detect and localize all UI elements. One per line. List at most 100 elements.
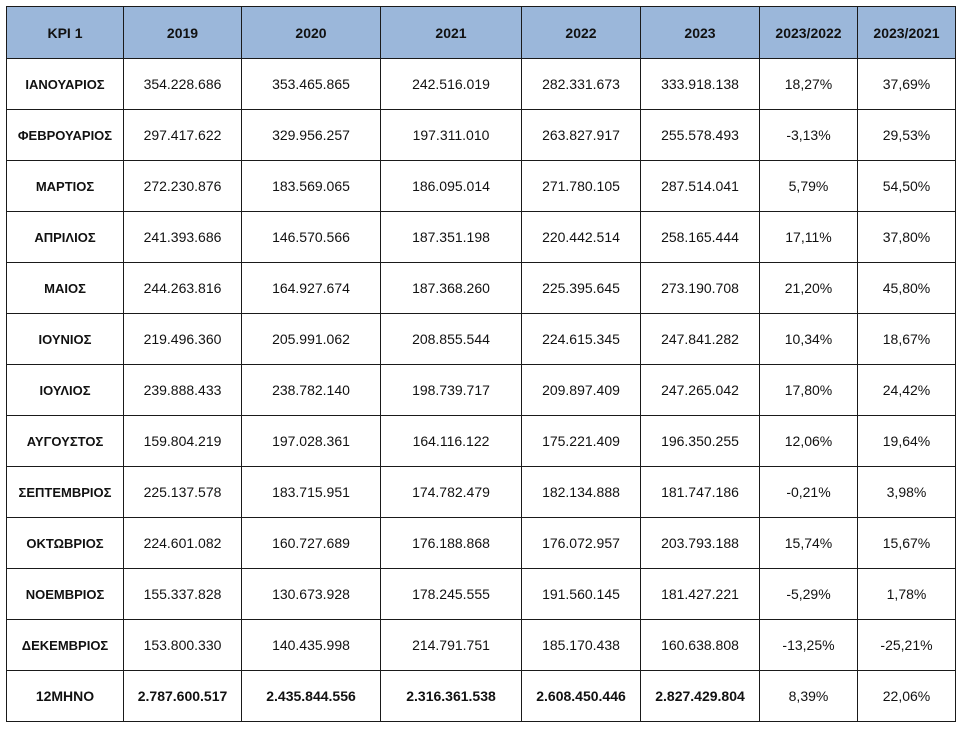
value-2022: 185.170.438 (521, 619, 641, 671)
table-row: ΔΕΚΕΜΒΡΙΟΣ 153.800.330 140.435.998 214.791.… (6, 619, 956, 671)
table-row: ΑΠΡΙΛΙΟΣ 241.393.686 146.570.566 187.351.19… (6, 211, 956, 263)
month-label: ΜΑΡΤΙΟΣ (6, 160, 124, 212)
change-2023-2021: 15,67% (857, 517, 956, 569)
total-row: 12ΜΗΝΟ 2.787.600.517 2.435.844.556 2.316.36… (6, 670, 956, 722)
change-2023-2022: 17,11% (759, 211, 858, 263)
total-label: 12ΜΗΝΟ (6, 670, 124, 722)
header-2023-2022: 2023/2022 (759, 6, 858, 59)
value-2022: 209.897.409 (521, 364, 641, 416)
value-2023: 273.190.708 (640, 262, 760, 314)
total-2020: 2.435.844.556 (241, 670, 381, 722)
value-2019: 244.263.816 (123, 262, 242, 314)
value-2023: 255.578.493 (640, 109, 760, 161)
value-2021: 187.351.198 (380, 211, 522, 263)
value-2020: 130.673.928 (241, 568, 381, 620)
change-2023-2021: 37,69% (857, 58, 956, 110)
value-2021: 214.791.751 (380, 619, 522, 671)
value-2019: 153.800.330 (123, 619, 242, 671)
kpi-table: KPI 1 2019 2020 2021 2022 2023 2023/2022 2023/2… (6, 6, 956, 722)
value-2021: 178.245.555 (380, 568, 522, 620)
value-2023: 203.793.188 (640, 517, 760, 569)
total-2022: 2.608.450.446 (521, 670, 641, 722)
total-2021: 2.316.361.538 (380, 670, 522, 722)
value-2020: 197.028.361 (241, 415, 381, 467)
value-2023: 181.427.221 (640, 568, 760, 620)
value-2023: 196.350.255 (640, 415, 760, 467)
table-row: ΙΟΥΝΙΟΣ 219.496.360 205.991.062 208.855.544… (6, 313, 956, 365)
change-2023-2022: -0,21% (759, 466, 858, 518)
total-2019: 2.787.600.517 (123, 670, 242, 722)
value-2020: 205.991.062 (241, 313, 381, 365)
table-row: ΟΚΤΩΒΡΙΟΣ 224.601.082 160.727.689 176.188.8… (6, 517, 956, 569)
table-row: ΑΥΓΟΥΣΤΟΣ 159.804.219 197.028.361 164.116.1… (6, 415, 956, 467)
change-2023-2022: -3,13% (759, 109, 858, 161)
table-row: ΦΕΒΡΟΥΑΡΙΟΣ 297.417.622 329.956.257 197.311… (6, 109, 956, 161)
value-2023: 247.265.042 (640, 364, 760, 416)
change-2023-2021: 29,53% (857, 109, 956, 161)
change-2023-2021: 18,67% (857, 313, 956, 365)
table-row: ΙΟΥΛΙΟΣ 239.888.433 238.782.140 198.739.717… (6, 364, 956, 416)
header-2020: 2020 (241, 6, 381, 59)
value-2022: 176.072.957 (521, 517, 641, 569)
change-2023-2021: 54,50% (857, 160, 956, 212)
value-2021: 242.516.019 (380, 58, 522, 110)
month-label: ΙΑΝΟΥΑΡΙΟΣ (6, 58, 124, 110)
change-2023-2022: 15,74% (759, 517, 858, 569)
value-2022: 220.442.514 (521, 211, 641, 263)
value-2023: 181.747.186 (640, 466, 760, 518)
value-2020: 183.715.951 (241, 466, 381, 518)
value-2021: 186.095.014 (380, 160, 522, 212)
value-2023: 258.165.444 (640, 211, 760, 263)
table-row: ΜΑΡΤΙΟΣ 272.230.876 183.569.065 186.095.014… (6, 160, 956, 212)
value-2021: 208.855.544 (380, 313, 522, 365)
value-2020: 238.782.140 (241, 364, 381, 416)
header-2021: 2021 (380, 6, 522, 59)
month-label: ΑΠΡΙΛΙΟΣ (6, 211, 124, 263)
header-2022: 2022 (521, 6, 641, 59)
month-label: ΦΕΒΡΟΥΑΡΙΟΣ (6, 109, 124, 161)
value-2021: 164.116.122 (380, 415, 522, 467)
table-row: ΝΟΕΜΒΡΙΟΣ 155.337.828 130.673.928 178.245.5… (6, 568, 956, 620)
month-label: ΝΟΕΜΒΡΙΟΣ (6, 568, 124, 620)
value-2021: 198.739.717 (380, 364, 522, 416)
value-2020: 329.956.257 (241, 109, 381, 161)
value-2023: 160.638.808 (640, 619, 760, 671)
header-2023-2021: 2023/2021 (857, 6, 956, 59)
change-2023-2022: 5,79% (759, 160, 858, 212)
value-2021: 187.368.260 (380, 262, 522, 314)
change-2023-2021: 24,42% (857, 364, 956, 416)
value-2022: 271.780.105 (521, 160, 641, 212)
change-2023-2021: 37,80% (857, 211, 956, 263)
value-2020: 164.927.674 (241, 262, 381, 314)
month-label: ΑΥΓΟΥΣΤΟΣ (6, 415, 124, 467)
month-label: ΜΑΙΟΣ (6, 262, 124, 314)
value-2019: 272.230.876 (123, 160, 242, 212)
change-2023-2022: 17,80% (759, 364, 858, 416)
total-change-2023-2022: 8,39% (759, 670, 858, 722)
value-2023: 333.918.138 (640, 58, 760, 110)
value-2019: 155.337.828 (123, 568, 242, 620)
month-label: ΙΟΥΝΙΟΣ (6, 313, 124, 365)
value-2022: 225.395.645 (521, 262, 641, 314)
change-2023-2021: 1,78% (857, 568, 956, 620)
value-2023: 247.841.282 (640, 313, 760, 365)
month-label: ΔΕΚΕΜΒΡΙΟΣ (6, 619, 124, 671)
value-2021: 197.311.010 (380, 109, 522, 161)
value-2022: 182.134.888 (521, 466, 641, 518)
change-2023-2022: 12,06% (759, 415, 858, 467)
change-2023-2021: 45,80% (857, 262, 956, 314)
value-2022: 175.221.409 (521, 415, 641, 467)
value-2022: 263.827.917 (521, 109, 641, 161)
value-2020: 160.727.689 (241, 517, 381, 569)
value-2019: 239.888.433 (123, 364, 242, 416)
value-2019: 219.496.360 (123, 313, 242, 365)
month-label: ΟΚΤΩΒΡΙΟΣ (6, 517, 124, 569)
change-2023-2021: 19,64% (857, 415, 956, 467)
value-2020: 353.465.865 (241, 58, 381, 110)
change-2023-2021: -25,21% (857, 619, 956, 671)
header-row: KPI 1 2019 2020 2021 2022 2023 2023/2022 2023/2… (6, 6, 956, 59)
value-2021: 174.782.479 (380, 466, 522, 518)
value-2019: 225.137.578 (123, 466, 242, 518)
header-2023: 2023 (640, 6, 760, 59)
change-2023-2021: 3,98% (857, 466, 956, 518)
